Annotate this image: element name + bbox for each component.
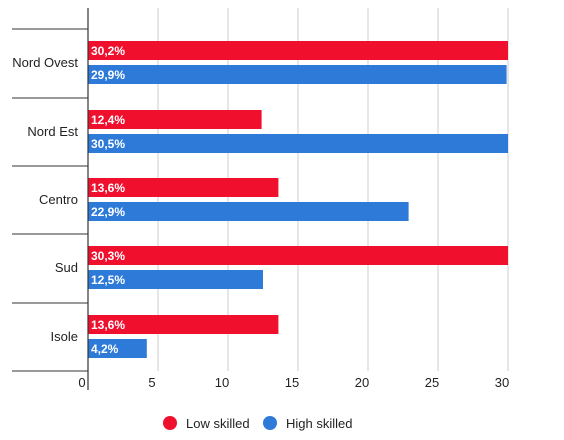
bar-data-label: 30,5% bbox=[91, 137, 125, 151]
bar-high-skilled[interactable] bbox=[88, 339, 147, 358]
bar-data-label: 30,3% bbox=[91, 249, 125, 263]
legend[interactable]: Low skilled High skilled bbox=[163, 416, 352, 431]
category-label: Nord Est bbox=[27, 124, 78, 139]
bar-high-skilled[interactable] bbox=[88, 65, 507, 84]
bar-data-label: 22,9% bbox=[91, 205, 125, 219]
category-label: Nord Ovest bbox=[12, 55, 78, 70]
bar-high-skilled[interactable] bbox=[88, 270, 263, 289]
category-label: Isole bbox=[51, 329, 78, 344]
bar-data-label: 12,4% bbox=[91, 113, 125, 127]
x-tick-label: 0 bbox=[78, 375, 85, 390]
bar-data-label: 29,9% bbox=[91, 68, 125, 82]
bar-data-label: 30,2% bbox=[91, 44, 125, 58]
x-tick-label: 30 bbox=[495, 375, 509, 390]
legend-label: Low skilled bbox=[186, 416, 250, 431]
bar-high-skilled[interactable] bbox=[88, 134, 508, 153]
x-tick-label: 20 bbox=[355, 375, 369, 390]
bar-low-skilled[interactable] bbox=[88, 315, 279, 334]
bar-high-skilled[interactable] bbox=[88, 202, 409, 221]
legend-item-high-skilled[interactable]: High skilled bbox=[263, 416, 352, 431]
bar-low-skilled[interactable] bbox=[88, 41, 508, 60]
x-tick-label: 15 bbox=[285, 375, 299, 390]
category-label: Centro bbox=[39, 192, 78, 207]
bar-layer: 30,2% 29,9% 12,4% 30,5% 13,6% 22,9% 30,3% 12,5%… bbox=[88, 41, 508, 358]
bar-low-skilled[interactable] bbox=[88, 246, 508, 265]
category-label: Sud bbox=[55, 260, 78, 275]
x-tick-label: 10 bbox=[215, 375, 229, 390]
legend-item-low-skilled[interactable]: Low skilled bbox=[163, 416, 250, 431]
x-tick-label: 5 bbox=[148, 375, 155, 390]
bar-low-skilled[interactable] bbox=[88, 178, 279, 197]
legend-label: High skilled bbox=[286, 416, 352, 431]
bar-low-skilled[interactable] bbox=[88, 110, 262, 129]
bar-data-label: 4,2% bbox=[91, 342, 119, 356]
x-tick-label: 25 bbox=[425, 375, 439, 390]
legend-marker bbox=[263, 416, 277, 430]
legend-marker bbox=[163, 416, 177, 430]
bar-data-label: 13,6% bbox=[91, 318, 125, 332]
axis-layer: 0 5 10 15 20 25 30 Nord Ovest Nord Est Centro Sud I… bbox=[12, 8, 509, 390]
bar-data-label: 13,6% bbox=[91, 181, 125, 195]
bar-data-label: 12,5% bbox=[91, 273, 125, 287]
